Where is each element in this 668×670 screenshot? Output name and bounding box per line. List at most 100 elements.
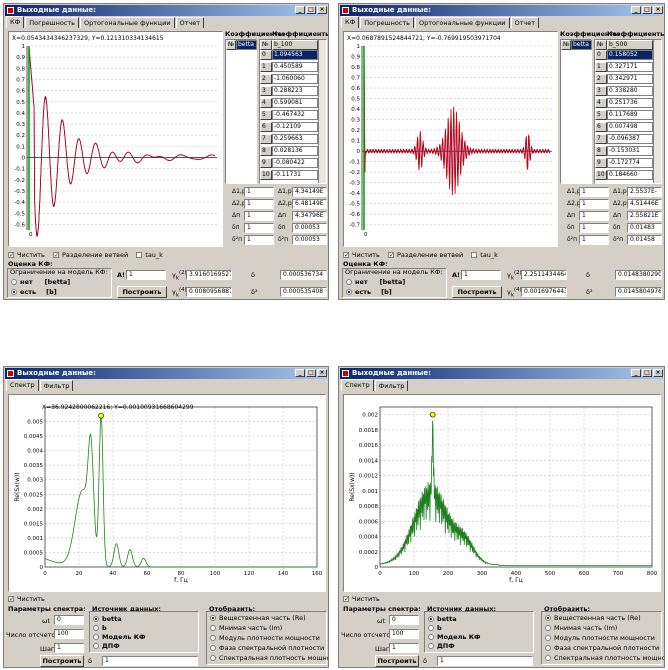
- samples-input[interactable]: 100: [389, 629, 419, 639]
- param-input: 1: [244, 235, 274, 245]
- source-betta[interactable]: betta: [93, 615, 122, 623]
- tab-report[interactable]: Отчет: [175, 17, 205, 28]
- x-tick-label: 40: [110, 571, 117, 577]
- samples-input[interactable]: 100: [54, 629, 84, 639]
- source-model[interactable]: Модель КФ: [428, 633, 481, 641]
- show-re[interactable]: Вещественная часть (Re): [545, 614, 641, 622]
- tab-error[interactable]: Погрешность: [360, 17, 414, 28]
- y-tick-label: 0.0012: [359, 474, 378, 480]
- check-split[interactable]: ✓ Разделение ветвей: [52, 251, 129, 259]
- tab-spectrum[interactable]: Спектр: [341, 379, 374, 391]
- radio-yes[interactable]: есть [b]: [11, 288, 57, 296]
- show-im-label: Мнимая часть (Im): [554, 624, 618, 632]
- y-tick-label: 0: [22, 156, 26, 162]
- tab-error[interactable]: Погрешность: [25, 17, 79, 28]
- check-tau[interactable]: tau_k: [136, 251, 163, 259]
- window-title: Выходные данные:: [17, 6, 96, 14]
- radio-no[interactable]: нет [betta]: [346, 278, 405, 286]
- close-button[interactable]: ×: [317, 6, 327, 14]
- close-button[interactable]: ×: [653, 369, 663, 377]
- source-b[interactable]: b: [428, 624, 442, 632]
- source-dft[interactable]: ДПФ: [93, 642, 120, 650]
- dt-input[interactable]: 0: [54, 615, 84, 625]
- x-axis-label: f, Гц: [174, 577, 188, 584]
- check-clear[interactable]: ✓ Чистить: [343, 595, 380, 603]
- build-button[interactable]: Построить: [117, 286, 167, 298]
- show-mod[interactable]: Модуль плотности мощности: [210, 634, 320, 642]
- maximize-button[interactable]: □: [306, 6, 316, 14]
- plot-area[interactable]: 0.002 0.0018 0.0016 0.0014 0.0012 0.001 0.0008…: [343, 394, 661, 592]
- check-clear[interactable]: ✓ Чистить: [8, 595, 45, 603]
- minimize-button[interactable]: _: [631, 369, 641, 377]
- check-clear[interactable]: ✓ Чистить: [343, 251, 380, 259]
- show-phase[interactable]: Фаза спектральной плотности: [210, 644, 324, 652]
- radio-yes[interactable]: есть [b]: [346, 288, 392, 296]
- maximize-button[interactable]: □: [642, 369, 652, 377]
- x-tick-label: 160: [312, 571, 323, 577]
- coef-table[interactable]: № b_100 0 1.094563 1 0.450589 2 -1.060060 3 0.288…: [259, 39, 327, 184]
- list-item-betta[interactable]: betta: [571, 40, 592, 50]
- y-tick-label: 0.001: [27, 536, 43, 542]
- tab-orthogonal[interactable]: Ортогональные функции: [415, 17, 510, 28]
- source-dft[interactable]: ДПФ: [428, 642, 455, 650]
- plot-area[interactable]: X=36.9242800062216; Y=0.0010093166860429…: [8, 394, 326, 592]
- source-betta-label: betta: [102, 615, 122, 623]
- tab-orthogonal[interactable]: Ортогональные функции: [80, 17, 175, 28]
- plot-area[interactable]: X=0.0543434346237329; Y=0.12131033413461…: [8, 31, 223, 247]
- source-betta[interactable]: betta: [428, 615, 457, 623]
- tab-filter[interactable]: Фильтр: [374, 380, 409, 391]
- build-button[interactable]: Построить: [40, 655, 84, 667]
- d1-symbol: δ: [251, 271, 255, 279]
- list-item-betta[interactable]: betta: [236, 40, 257, 50]
- build-button[interactable]: Построить: [452, 286, 502, 298]
- coef-table[interactable]: № b_500 0 0.158052 1 0.327171 2 0.342971 3 0.3382…: [594, 39, 662, 184]
- show-phase[interactable]: Фаза спектральной плотности: [545, 644, 659, 652]
- model-list[interactable]: № betta: [225, 39, 257, 184]
- maximize-button[interactable]: □: [642, 6, 652, 14]
- tab-report[interactable]: Отчет: [510, 17, 540, 28]
- tab-filter[interactable]: Фильтр: [39, 380, 74, 391]
- param-value: 2.5537E-: [627, 187, 662, 197]
- x-tick-label: 0: [43, 571, 47, 577]
- close-button[interactable]: ×: [317, 369, 327, 377]
- dt-input[interactable]: 0: [389, 615, 419, 625]
- maximize-button[interactable]: □: [306, 369, 316, 377]
- tab-kf[interactable]: КФ: [6, 16, 25, 28]
- minimize-button[interactable]: _: [295, 369, 305, 377]
- tab-kf[interactable]: КФ: [341, 16, 360, 28]
- source-model[interactable]: Модель КФ: [93, 633, 146, 641]
- show-psd[interactable]: Спектральная плотность мощности: [210, 654, 328, 662]
- a-input[interactable]: 1: [461, 270, 501, 280]
- table-scrollbar[interactable]: [653, 40, 661, 183]
- a-input[interactable]: 1: [126, 270, 166, 280]
- delta-input: 1: [437, 656, 533, 666]
- minimize-button[interactable]: _: [295, 6, 305, 14]
- close-button[interactable]: ×: [653, 6, 663, 14]
- tab-spectrum[interactable]: Спектр: [6, 379, 39, 391]
- source-b-label: b: [102, 624, 107, 632]
- table-scrollbar[interactable]: [318, 40, 326, 183]
- radio-no[interactable]: нет [betta]: [11, 278, 70, 286]
- step-input[interactable]: 1: [54, 643, 84, 653]
- table-row-index: 10: [595, 170, 607, 180]
- check-split[interactable]: ✓ Разделение ветвей: [387, 251, 464, 259]
- step-label: Шаг: [40, 645, 55, 653]
- plot-area[interactable]: X=0.0687891524844721; Y=-0.7699195039717…: [343, 31, 558, 247]
- show-re[interactable]: Вещественная часть (Re): [210, 614, 306, 622]
- show-psd[interactable]: Спектральная плотность мощности: [545, 654, 664, 662]
- table-row-index: 0: [595, 50, 607, 60]
- tab-strip: Спектр Фильтр: [6, 379, 74, 391]
- source-b[interactable]: b: [93, 624, 107, 632]
- check-clear[interactable]: ✓ Чистить: [8, 251, 45, 259]
- show-im[interactable]: Мнимая часть (Im): [545, 624, 617, 632]
- minimize-button[interactable]: _: [631, 6, 641, 14]
- show-mod[interactable]: Модуль плотности мощности: [545, 634, 655, 642]
- build-button[interactable]: Построить: [375, 655, 419, 667]
- table-row-index: 7: [595, 134, 607, 144]
- model-list[interactable]: № betta: [560, 39, 592, 184]
- step-input[interactable]: 1: [389, 643, 419, 653]
- check-tau[interactable]: tau_k: [471, 251, 498, 259]
- show-im[interactable]: Мнимая часть (Im): [210, 624, 282, 632]
- r1-value: 3.9160169527: [186, 270, 232, 280]
- source-group: betta b Модель КФ ДПФ: [424, 611, 534, 653]
